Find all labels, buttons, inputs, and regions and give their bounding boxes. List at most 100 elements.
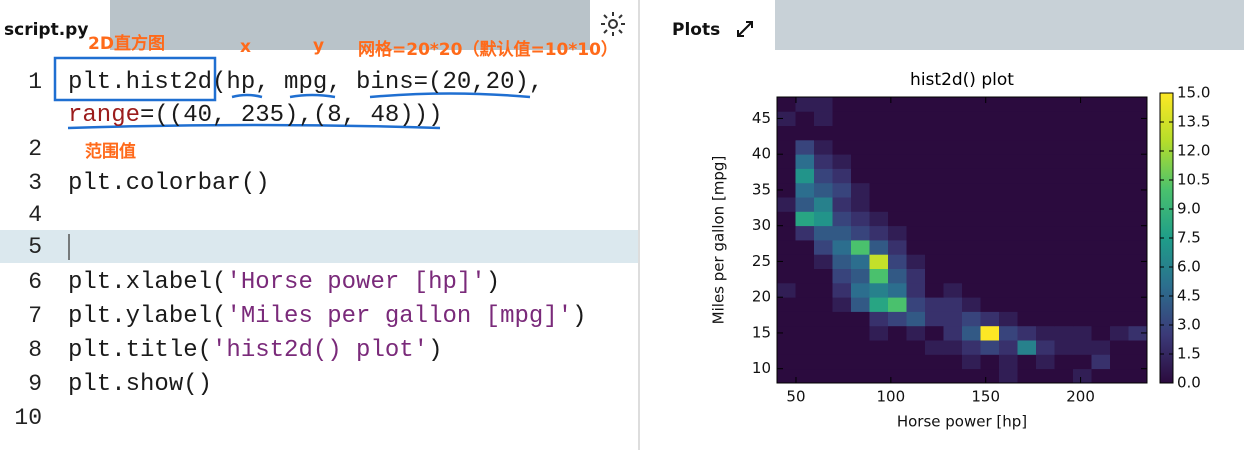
hist-cell (814, 325, 833, 341)
hist-cell (832, 225, 852, 241)
hist-cell (1128, 311, 1148, 327)
hist-cell (943, 354, 963, 370)
hist-cell (888, 354, 907, 370)
annotation: y (313, 36, 324, 56)
hist-cell (906, 340, 926, 355)
hist-cell (1128, 225, 1148, 241)
hist-cell (814, 254, 833, 269)
hist-cell (1110, 182, 1129, 198)
hist-cell (1036, 197, 1055, 212)
hist-cell (795, 368, 815, 384)
hist-cell (1017, 340, 1037, 355)
hist-cell (1017, 354, 1037, 370)
hist-cell (906, 197, 926, 212)
hist-cell (869, 254, 889, 269)
file-tab[interactable]: script.py (4, 20, 88, 40)
hist-cell (999, 211, 1018, 227)
hist-cell (777, 97, 796, 112)
hist-cell (943, 340, 963, 355)
hist-cell (1036, 211, 1055, 227)
hist-cell (869, 354, 889, 370)
hist-cell (814, 111, 833, 126)
plots-tab[interactable]: Plots (672, 20, 720, 40)
code-token: 'Horse power [hp]' (226, 269, 485, 296)
hist-cell (962, 111, 981, 126)
line-number: 7 (28, 303, 42, 329)
hist-cell (1054, 225, 1074, 241)
line-number: 8 (28, 337, 42, 363)
hist-cell (888, 211, 907, 227)
hist-cell (980, 340, 1000, 355)
hist-cell (1036, 254, 1055, 269)
hist-cell (832, 111, 852, 126)
hist-cell (832, 282, 852, 298)
hist-cell (888, 340, 907, 355)
hist-cell (1036, 154, 1055, 169)
hist-cell (814, 268, 833, 284)
hist-cell (962, 282, 981, 298)
code-line: plt.show() (68, 371, 212, 398)
hist-cell (1017, 139, 1037, 155)
hist-cell (1128, 97, 1148, 112)
hist-cell (943, 282, 963, 298)
hist-cell (832, 197, 852, 212)
hist-cell (888, 297, 907, 312)
hist-cell (1128, 125, 1148, 141)
hist-cell (906, 125, 926, 141)
hist-cell (906, 139, 926, 155)
hist-cell (888, 282, 907, 298)
hist-cell (943, 182, 963, 198)
hist-cell (962, 297, 981, 312)
hist-cell (999, 240, 1018, 255)
sun-icon (601, 12, 625, 36)
hist-cell (1110, 97, 1129, 112)
hist-cell (814, 354, 833, 370)
hist-cell (980, 225, 1000, 241)
hist-cell (851, 368, 870, 384)
code-token: plt.colorbar() (68, 170, 270, 197)
hist-cell (814, 182, 833, 198)
hist-cell (814, 97, 833, 112)
colorbar-tick-label: 13.5 (1177, 113, 1210, 131)
hist-cell (1091, 211, 1111, 227)
hist-cell (1036, 325, 1055, 341)
hist-cell (1073, 340, 1092, 355)
hist-cell (1073, 297, 1092, 312)
hist-cell (869, 168, 889, 184)
hist-cell (1036, 225, 1055, 241)
colorbar-tick-label: 4.5 (1177, 287, 1201, 305)
hist-cell (777, 182, 796, 198)
hist-cell (943, 297, 963, 312)
annotation: 范围值 (85, 141, 136, 162)
chart-title: hist2d() plot (910, 70, 1014, 90)
hist-cell (1054, 97, 1074, 112)
hist-cell (777, 268, 796, 284)
hist-cell (777, 368, 796, 384)
y-tick-label: 15 (752, 323, 771, 341)
hist-cell (962, 139, 981, 155)
expand-icon[interactable] (737, 21, 753, 37)
hist-cell (1073, 240, 1092, 255)
hist-cell (1091, 311, 1111, 327)
hist-cell (962, 325, 981, 341)
theme-button[interactable] (590, 0, 640, 50)
hist-cell (962, 268, 981, 284)
hist-cell (869, 197, 889, 212)
hist-cell (869, 182, 889, 198)
hist-cell (943, 125, 963, 141)
hist-cell (1073, 111, 1092, 126)
hist-cell (832, 182, 852, 198)
hist-cell (777, 254, 796, 269)
hist-cell (851, 97, 870, 112)
y-tick-label: 10 (752, 359, 771, 377)
hist-cell (777, 340, 796, 355)
hist-cell (943, 240, 963, 255)
hist-cell (943, 254, 963, 269)
hist-cell (1073, 282, 1092, 298)
hist-cell (1017, 182, 1037, 198)
hist-cell (1128, 354, 1148, 370)
hist-cell (962, 197, 981, 212)
hist-cell (980, 297, 1000, 312)
hist-cell (906, 325, 926, 341)
hist-cell (1017, 211, 1037, 227)
